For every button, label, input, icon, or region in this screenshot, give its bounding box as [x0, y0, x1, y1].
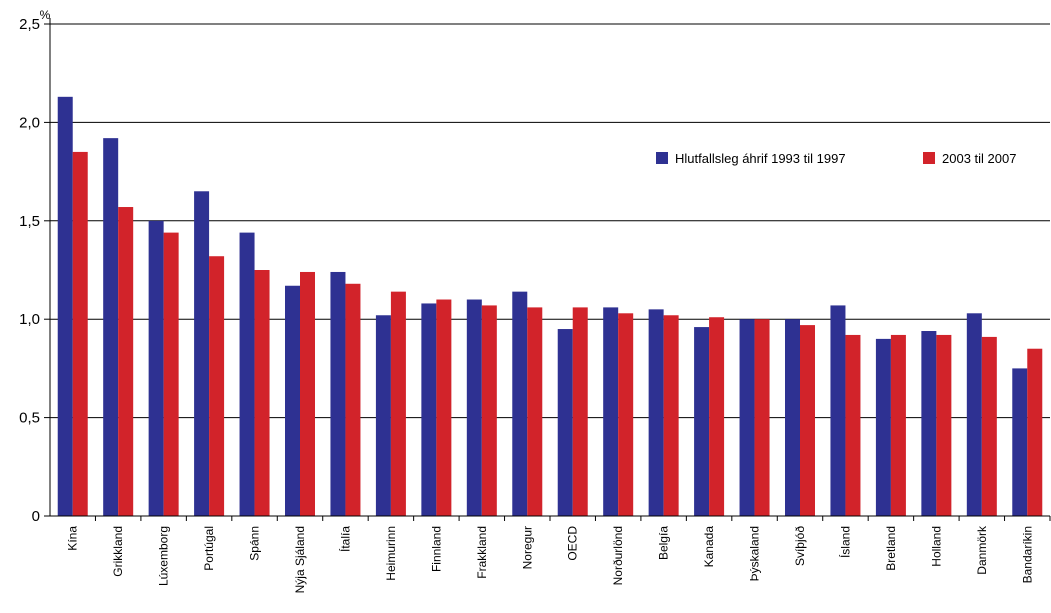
category-label: Kína — [66, 526, 80, 551]
y-tick-label: 2,5 — [19, 16, 40, 33]
bar-series-2003-2007 — [890, 334, 906, 516]
bar-series-1993-1997 — [603, 307, 619, 516]
bar-series-1993-1997 — [148, 220, 164, 517]
legend-label: Hlutfallsleg áhrif 1993 til 1997 — [675, 151, 846, 166]
category-label: Holland — [929, 526, 943, 567]
category-label: Þýskaland — [748, 526, 762, 581]
y-tick-label: 1,5 — [19, 213, 40, 230]
axes — [44, 18, 1051, 521]
category-label: Belgía — [657, 526, 671, 560]
bar-series-2003-2007 — [845, 334, 861, 516]
category-label: Grikkland — [111, 526, 125, 577]
bar-series-1993-1997 — [194, 191, 210, 516]
bar-series-1993-1997 — [966, 313, 982, 516]
bar-series-1993-1997 — [830, 305, 846, 516]
category-label: Kanada — [702, 526, 716, 568]
bar-series-2003-2007 — [663, 315, 679, 516]
y-tick-label: 1,0 — [19, 311, 40, 328]
bar-series-1993-1997 — [921, 331, 937, 516]
bar-series-2003-2007 — [981, 336, 997, 516]
category-label: Finnland — [429, 526, 443, 572]
bar-series-1993-1997 — [648, 309, 664, 516]
category-label: Norðurlönd — [611, 526, 625, 585]
bar-series-1993-1997 — [875, 338, 891, 516]
category-label: Heimurinn — [384, 526, 398, 581]
legend-label: 2003 til 2007 — [942, 151, 1016, 166]
bar-series-1993-1997 — [285, 285, 300, 516]
category-label: Portúgal — [202, 526, 216, 571]
legend-swatch — [923, 152, 935, 164]
bar-series-2003-2007 — [209, 256, 225, 516]
bar-series-2003-2007 — [618, 313, 634, 516]
y-tick-label: 2,0 — [19, 114, 40, 131]
bar-series-2003-2007 — [72, 151, 88, 517]
category-label: Frakkland — [475, 526, 489, 579]
legend-swatch — [656, 152, 668, 164]
bar-series-1993-1997 — [466, 299, 482, 516]
bar-series-2003-2007 — [118, 207, 134, 517]
bar-series-2003-2007 — [709, 317, 725, 516]
category-label: Ísland — [837, 526, 852, 558]
category-label: OECD — [566, 526, 580, 561]
bar-series-1993-1997 — [557, 329, 573, 516]
category-label: Spánn — [248, 526, 262, 561]
category-label: Nýja Sjáland — [293, 526, 307, 593]
y-unit-label: % — [40, 8, 51, 22]
bar-series-2003-2007 — [572, 307, 588, 516]
legend: Hlutfallsleg áhrif 1993 til 1997 2003 til… — [656, 151, 1016, 166]
bar-series-2003-2007 — [481, 305, 497, 516]
bar-series-2003-2007 — [300, 271, 315, 516]
category-label: Bretland — [884, 526, 898, 571]
y-tick-label: 0,5 — [19, 410, 40, 427]
bar-series-1993-1997 — [57, 96, 73, 516]
bar-series-1993-1997 — [785, 319, 800, 516]
bar-series-1993-1997 — [739, 319, 755, 516]
bar-series-1993-1997 — [239, 232, 255, 516]
category-label: Svíþjóð — [793, 526, 807, 566]
bar-series-1993-1997 — [421, 303, 437, 516]
bar-series-2003-2007 — [800, 325, 815, 516]
bar-series-1993-1997 — [330, 271, 346, 516]
bar-series-2003-2007 — [754, 319, 770, 516]
category-label: Danmörk — [975, 525, 989, 575]
y-tick-label: 0 — [32, 508, 40, 525]
bar-series-2003-2007 — [527, 307, 543, 516]
bars — [57, 96, 1043, 517]
bar-series-2003-2007 — [936, 334, 952, 516]
bar-series-2003-2007 — [436, 299, 452, 516]
bar-series-1993-1997 — [694, 327, 710, 516]
bar-series-1993-1997 — [103, 138, 119, 517]
category-label: Noregur — [520, 526, 534, 569]
y-tick-labels: 0 0,5 1,0 1,5 2,0 2,5 — [19, 16, 40, 525]
bar-series-1993-1997 — [375, 315, 391, 516]
bar-series-2003-2007 — [345, 283, 361, 516]
category-label: Bandaríkin — [1020, 526, 1034, 583]
bar-series-2003-2007 — [390, 291, 406, 516]
bar-series-2003-2007 — [163, 232, 179, 516]
bar-series-1993-1997 — [1012, 368, 1028, 516]
bar-series-2003-2007 — [254, 270, 270, 516]
bar-series-2003-2007 — [1027, 348, 1043, 516]
category-labels: Kína Grikkland Lúxemborg Portúgal Spánn Nýja … — [66, 525, 1035, 593]
category-label: Ítalía — [337, 526, 352, 552]
category-label: Lúxemborg — [157, 526, 171, 586]
bar-series-1993-1997 — [512, 291, 528, 516]
